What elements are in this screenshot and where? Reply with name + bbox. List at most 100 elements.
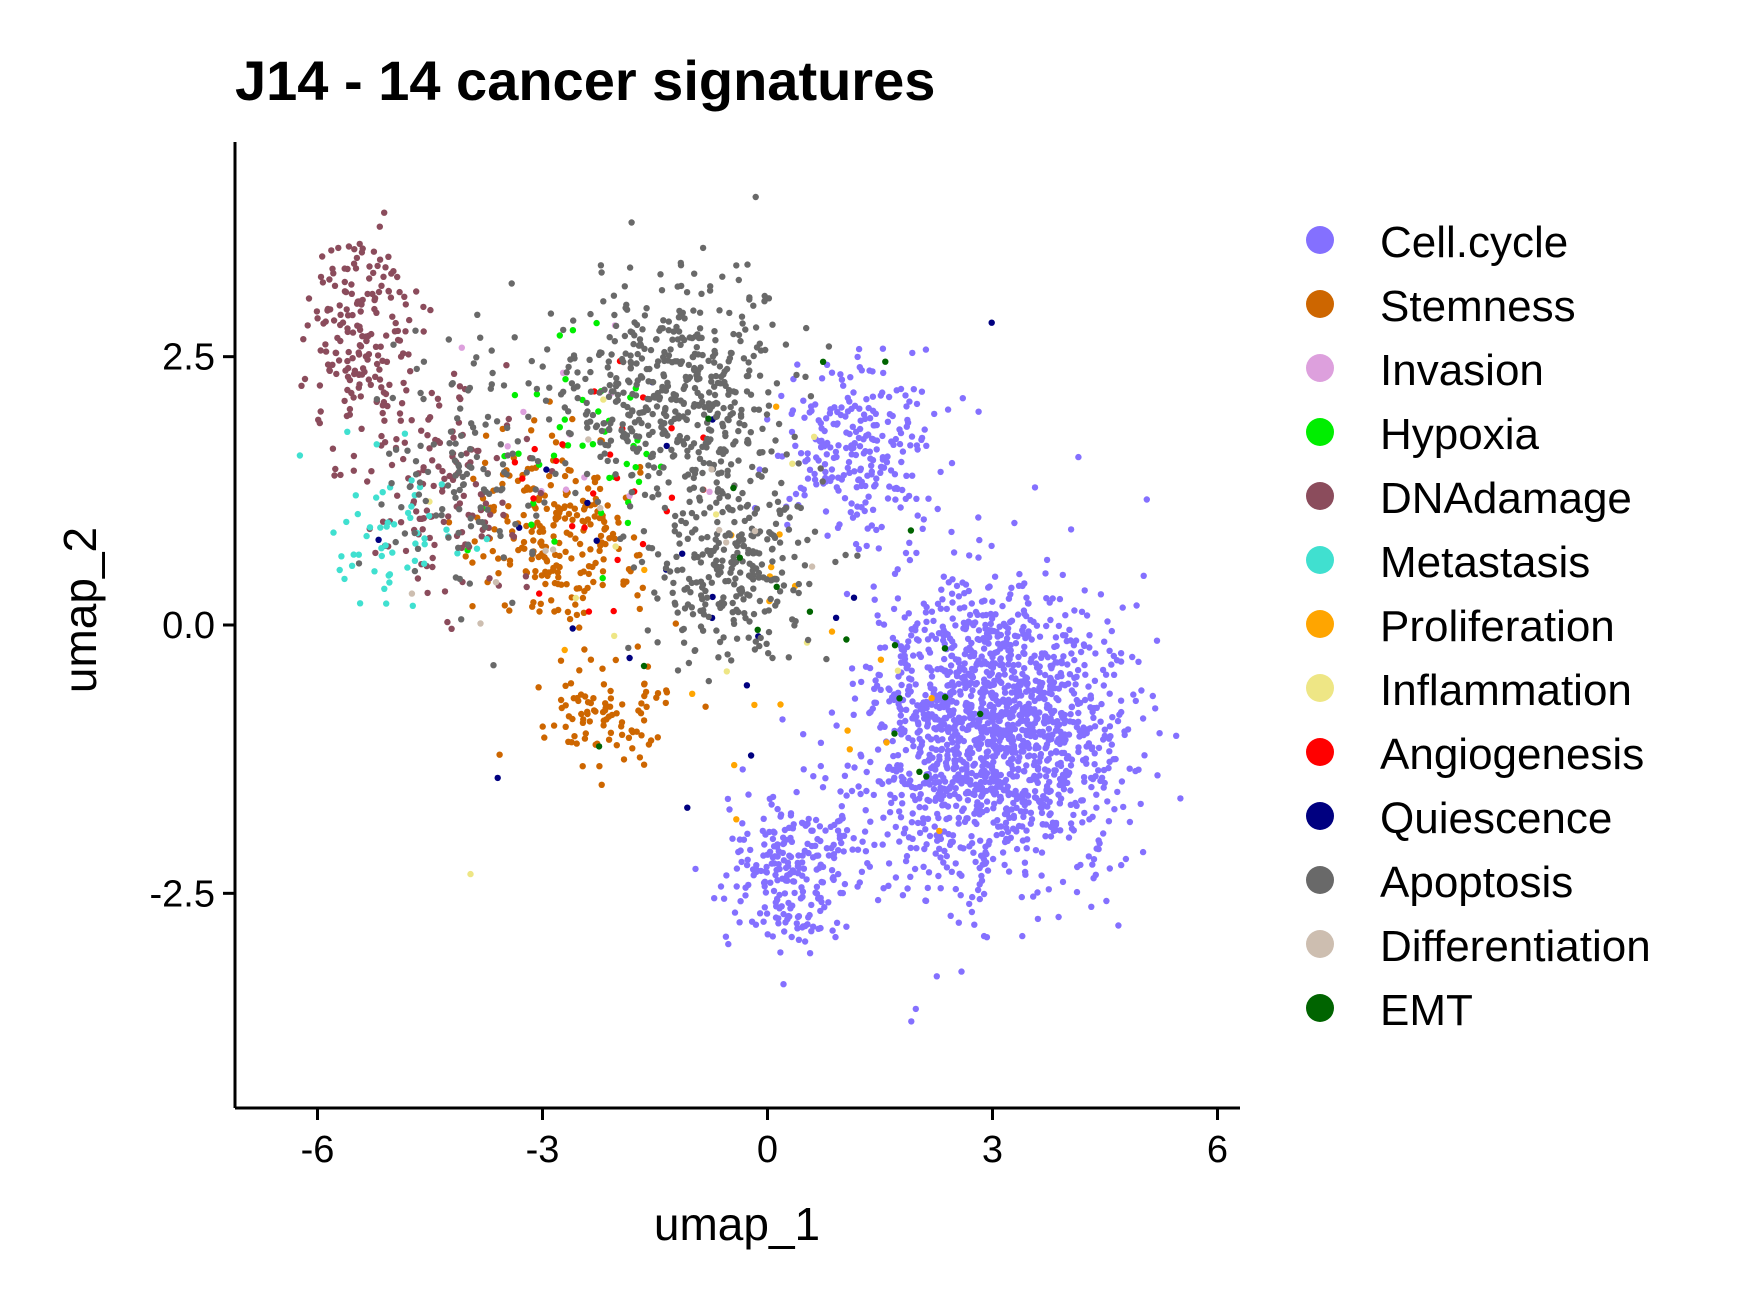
point (935, 630, 943, 637)
point (801, 562, 809, 569)
point (640, 528, 648, 535)
point (1110, 671, 1118, 678)
point (463, 470, 471, 478)
point (593, 537, 600, 544)
point (744, 261, 751, 268)
point (979, 612, 987, 619)
point (394, 492, 401, 499)
point (1132, 697, 1140, 705)
point (794, 539, 802, 546)
point (612, 457, 620, 464)
point (884, 495, 892, 502)
point (901, 614, 908, 621)
point (558, 581, 565, 588)
point (707, 427, 715, 434)
point (902, 746, 910, 754)
point (805, 815, 812, 823)
point (815, 457, 822, 464)
point (1021, 859, 1029, 866)
point (342, 288, 350, 296)
point (316, 382, 324, 389)
point (894, 595, 902, 602)
point (1101, 638, 1108, 645)
point (968, 704, 975, 711)
point (931, 725, 938, 732)
point (561, 472, 569, 480)
point (950, 682, 958, 690)
point (988, 670, 995, 677)
point (646, 365, 653, 373)
point (719, 490, 726, 497)
point (1019, 932, 1026, 940)
point (357, 308, 364, 315)
point (843, 444, 850, 452)
point (708, 373, 715, 380)
point (861, 507, 868, 515)
point (322, 348, 330, 355)
point (556, 563, 563, 571)
point (752, 193, 759, 201)
point (535, 496, 542, 504)
point (691, 551, 698, 558)
point (985, 584, 992, 591)
point (825, 343, 833, 350)
point (801, 492, 808, 499)
point (894, 762, 901, 770)
point (851, 695, 859, 702)
point (511, 391, 519, 399)
point (983, 753, 991, 760)
point (680, 625, 687, 633)
point (1043, 595, 1050, 602)
point (1015, 765, 1022, 772)
point (803, 876, 810, 883)
point (909, 349, 916, 357)
point (899, 892, 907, 899)
point (620, 430, 628, 437)
point (911, 865, 919, 873)
point (802, 458, 809, 465)
point (999, 602, 1006, 610)
point (455, 544, 462, 551)
point (780, 582, 788, 589)
point (405, 351, 412, 358)
point (872, 699, 880, 706)
point (760, 815, 767, 822)
point (782, 341, 790, 348)
point (997, 655, 1004, 662)
point (804, 921, 811, 928)
point (468, 464, 475, 471)
point (795, 936, 803, 943)
point (795, 589, 802, 597)
point (404, 564, 411, 571)
point (981, 597, 988, 604)
point (1067, 820, 1075, 827)
point (583, 399, 590, 407)
point (538, 572, 545, 579)
point (866, 664, 874, 672)
point (625, 734, 633, 741)
point (1067, 787, 1074, 794)
point (867, 758, 874, 766)
point (775, 920, 782, 927)
point (864, 472, 871, 479)
point (924, 884, 931, 892)
point (713, 479, 720, 486)
point (746, 294, 753, 301)
point (699, 469, 706, 477)
point (992, 789, 1000, 796)
point (712, 511, 720, 518)
point (556, 332, 563, 339)
point (938, 586, 945, 593)
point (975, 514, 982, 521)
point (645, 544, 652, 551)
point (934, 716, 941, 723)
point (471, 429, 479, 436)
point (961, 590, 968, 597)
point (580, 716, 587, 723)
point (846, 746, 853, 753)
point (849, 846, 856, 853)
point (1079, 819, 1086, 826)
point (300, 336, 307, 343)
point (772, 602, 779, 609)
point (952, 757, 960, 764)
